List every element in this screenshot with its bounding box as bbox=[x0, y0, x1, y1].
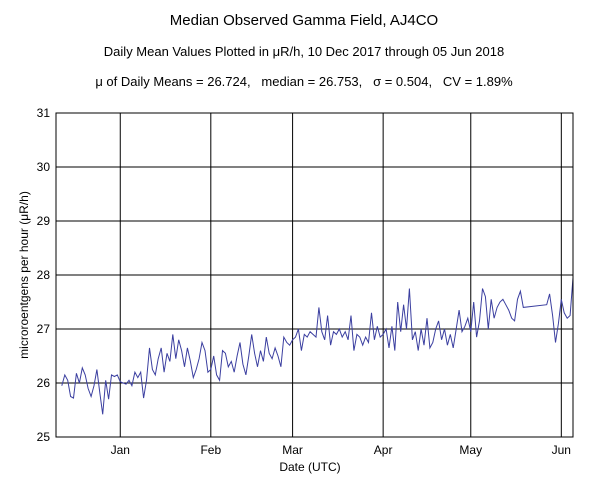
y-tick-label: 29 bbox=[37, 214, 51, 228]
y-tick-label: 26 bbox=[37, 376, 51, 390]
chart-title: Median Observed Gamma Field, AJ4CO bbox=[170, 12, 438, 29]
x-tick-label: Apr bbox=[374, 443, 393, 457]
y-tick-label: 30 bbox=[37, 160, 51, 174]
series-layer bbox=[61, 277, 574, 415]
series-line bbox=[61, 277, 574, 415]
x-tick-label: Mar bbox=[282, 443, 303, 457]
tick-labels: 25 26 27 28 29 30 31 Jan Feb Mar Apr May Jun bbox=[37, 106, 571, 457]
x-tick-label: Feb bbox=[200, 443, 221, 457]
y-axis-label: microroentgens per hour (μR/h) bbox=[17, 191, 31, 359]
chart-stats: μ of Daily Means = 26.724, median = 26.7… bbox=[95, 74, 513, 89]
plot-frame bbox=[55, 112, 574, 438]
x-axis-label: Date (UTC) bbox=[279, 460, 340, 474]
y-tick-label: 31 bbox=[37, 106, 51, 120]
x-tick-label: May bbox=[459, 443, 482, 457]
grid bbox=[56, 113, 573, 437]
x-tick-label: Jan bbox=[111, 443, 130, 457]
y-tick-label: 25 bbox=[37, 430, 51, 444]
y-tick-label: 27 bbox=[37, 322, 51, 336]
y-tick-label: 28 bbox=[37, 268, 51, 282]
x-tick-label: Jun bbox=[552, 443, 571, 457]
chart-subtitle: Daily Mean Values Plotted in μR/h, 10 De… bbox=[104, 44, 504, 59]
